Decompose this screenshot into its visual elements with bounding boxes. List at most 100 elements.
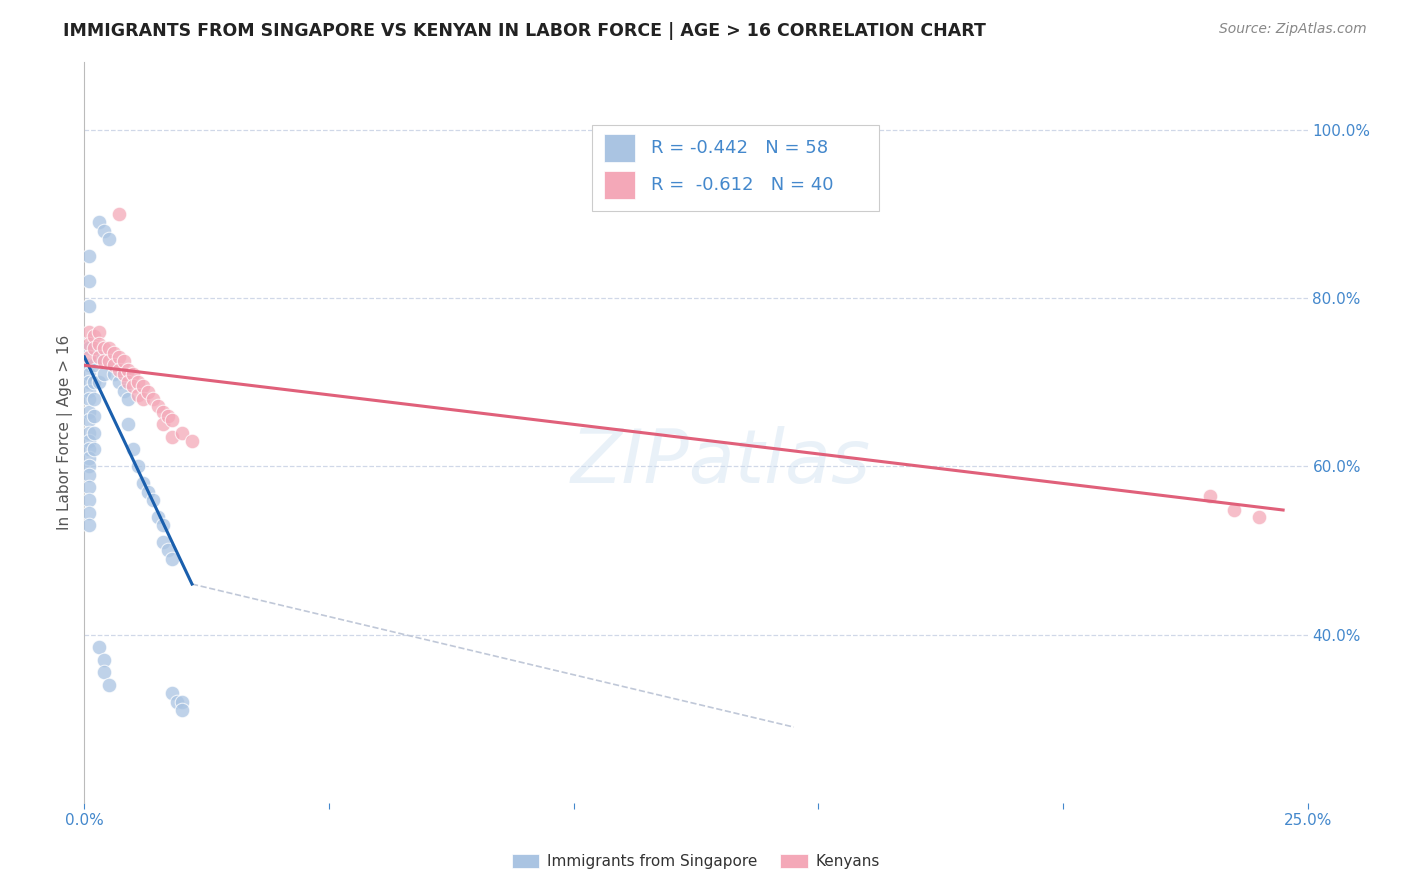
Point xyxy=(77,375,100,389)
Point xyxy=(112,354,135,368)
Point xyxy=(122,442,145,457)
Point xyxy=(77,404,100,418)
Point xyxy=(77,413,100,427)
Point xyxy=(77,249,100,263)
Point xyxy=(77,450,100,465)
Point xyxy=(77,300,100,314)
Point xyxy=(87,375,110,389)
Point xyxy=(1223,503,1246,517)
Point xyxy=(142,492,165,507)
Text: ZIPatlas: ZIPatlas xyxy=(571,426,870,499)
Point xyxy=(97,354,120,368)
Point xyxy=(127,459,149,474)
Text: R = -0.442   N = 58: R = -0.442 N = 58 xyxy=(651,139,828,157)
Point xyxy=(162,686,184,700)
Point xyxy=(181,434,204,448)
Point xyxy=(152,535,174,549)
Point xyxy=(1198,489,1220,503)
Point xyxy=(77,367,100,381)
Point xyxy=(117,392,139,406)
Point xyxy=(172,695,194,709)
Point xyxy=(77,274,100,288)
Point xyxy=(83,375,105,389)
Point xyxy=(107,350,129,364)
Point xyxy=(156,543,179,558)
Point xyxy=(77,492,100,507)
Point xyxy=(77,392,100,406)
Point xyxy=(93,342,115,356)
Point xyxy=(83,329,105,343)
Point xyxy=(83,342,105,356)
Point xyxy=(87,215,110,229)
Point xyxy=(77,384,100,398)
Text: Source: ZipAtlas.com: Source: ZipAtlas.com xyxy=(1219,22,1367,37)
Point xyxy=(103,359,125,373)
Point xyxy=(122,367,145,381)
Point xyxy=(132,379,155,393)
Point xyxy=(132,392,155,406)
Point xyxy=(117,417,139,432)
Point xyxy=(97,232,120,246)
Point xyxy=(77,359,100,373)
Point xyxy=(97,342,120,356)
Point xyxy=(162,413,184,427)
Point xyxy=(103,345,125,359)
Y-axis label: In Labor Force | Age > 16: In Labor Force | Age > 16 xyxy=(58,335,73,530)
Point xyxy=(77,337,100,351)
Point xyxy=(107,362,129,376)
Point xyxy=(97,678,120,692)
Point xyxy=(172,703,194,717)
Point xyxy=(93,653,115,667)
Point xyxy=(146,399,169,413)
Point xyxy=(87,337,110,351)
Point xyxy=(112,367,135,381)
Point xyxy=(103,367,125,381)
Point xyxy=(146,509,169,524)
Point xyxy=(87,325,110,339)
Point xyxy=(107,375,129,389)
Point xyxy=(83,359,105,373)
Point xyxy=(136,484,159,499)
Point xyxy=(87,350,110,364)
Point xyxy=(77,434,100,448)
Point xyxy=(93,224,115,238)
Point xyxy=(93,367,115,381)
Text: IMMIGRANTS FROM SINGAPORE VS KENYAN IN LABOR FORCE | AGE > 16 CORRELATION CHART: IMMIGRANTS FROM SINGAPORE VS KENYAN IN L… xyxy=(63,22,986,40)
Point xyxy=(77,342,100,356)
Point xyxy=(117,375,139,389)
Point xyxy=(77,480,100,494)
FancyBboxPatch shape xyxy=(605,171,636,200)
Point xyxy=(93,665,115,680)
Point xyxy=(107,207,129,221)
FancyBboxPatch shape xyxy=(592,126,880,211)
Point xyxy=(132,476,155,491)
Point xyxy=(117,362,139,376)
Point xyxy=(77,325,100,339)
Point xyxy=(77,467,100,482)
Point xyxy=(152,417,174,432)
FancyBboxPatch shape xyxy=(605,135,636,162)
Point xyxy=(87,350,110,364)
Point xyxy=(77,350,100,364)
Point xyxy=(83,425,105,440)
Point xyxy=(112,384,135,398)
Point xyxy=(142,392,165,406)
Point xyxy=(122,379,145,393)
Point xyxy=(93,354,115,368)
Point xyxy=(136,385,159,400)
Point xyxy=(152,518,174,533)
Point xyxy=(162,551,184,566)
Point xyxy=(83,409,105,423)
Point xyxy=(77,425,100,440)
Point xyxy=(127,375,149,389)
Point xyxy=(87,640,110,655)
Point xyxy=(172,425,194,440)
Point xyxy=(77,459,100,474)
Point xyxy=(1247,509,1270,524)
Legend: Immigrants from Singapore, Kenyans: Immigrants from Singapore, Kenyans xyxy=(512,855,880,869)
Point xyxy=(83,442,105,457)
Point xyxy=(166,695,188,709)
Point xyxy=(83,392,105,406)
Point xyxy=(77,518,100,533)
Text: R =  -0.612   N = 40: R = -0.612 N = 40 xyxy=(651,177,834,194)
